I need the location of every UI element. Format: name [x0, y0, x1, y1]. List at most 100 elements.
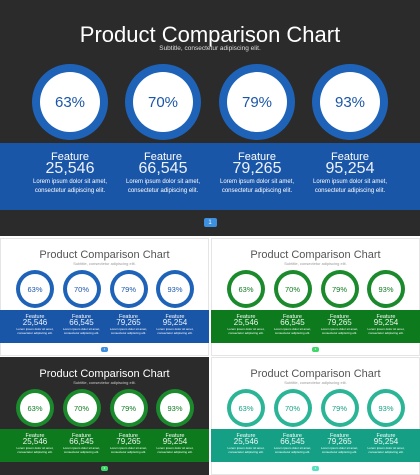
percentage-ring-inner: 93% — [371, 274, 401, 304]
feature-description: Lorem ipsum dolor sit amet, — [62, 327, 100, 331]
feature-value: 79,265 — [327, 318, 352, 327]
percentage-value: 70% — [73, 284, 89, 294]
feature-column: Feature 79,265 Lorem ipsum dolor sit amet,… — [315, 433, 365, 455]
feature-column: Feature 25,546 Lorem ipsum dolor sit amet,… — [221, 433, 271, 455]
feature-label: Feature — [144, 151, 182, 163]
percentage-ring-inner: 93% — [320, 72, 380, 132]
feature-value: 25,546 — [233, 318, 259, 327]
percentage-ring-inner: 63% — [231, 393, 261, 423]
feature-label: Feature — [331, 151, 369, 163]
feature-value: 79,265 — [232, 160, 282, 177]
feature-column: Feature 95,254 Lorem ipsum dolor sit amet,… — [150, 314, 200, 336]
feature-description: consectetur adipiscing elit. — [157, 450, 193, 455]
slide-light-blue[interactable]: Product Comparison Chart Subtitle, consec… — [0, 238, 209, 356]
page-indicator-button[interactable]: 1 — [101, 347, 108, 352]
feature-column: Feature 95,254 Lorem ipsum dolor sit amet,… — [361, 314, 411, 336]
feature-value: 66,545 — [69, 318, 94, 327]
feature-description: consectetur adipiscing elit. — [274, 450, 311, 455]
feature-value: 79,265 — [116, 318, 141, 327]
feature-value: 66,545 — [280, 437, 305, 446]
feature-description: consectetur adipiscing elit. — [127, 187, 199, 194]
page-indicator-button[interactable]: 1 — [101, 466, 108, 471]
feature-label: Feature — [283, 313, 302, 320]
percentage-value: 63% — [27, 403, 43, 413]
slide-subtitle: Subtitle, consectetur adipiscing elit. — [73, 260, 136, 266]
percentage-ring-inner: 93% — [160, 274, 190, 304]
feature-description: consectetur adipiscing elit. — [368, 331, 404, 336]
page-number: 1 — [103, 347, 106, 352]
feature-description: consectetur adipiscing elit. — [221, 187, 293, 194]
feature-band — [0, 143, 420, 210]
slide-title: Product Comparison Chart — [79, 22, 341, 47]
percentage-value: 93% — [167, 403, 183, 413]
percentage-ring-inner: 63% — [40, 72, 100, 132]
percentage-value: 79% — [120, 403, 136, 413]
feature-band — [211, 309, 420, 343]
page-indicator-button[interactable]: 1 — [312, 466, 319, 471]
percentage-ring: 63% — [227, 389, 265, 427]
feature-description: consectetur adipiscing elit. — [63, 331, 100, 336]
feature-value: 79,265 — [327, 437, 352, 446]
slide-light-green[interactable]: Product Comparison Chart Subtitle, consec… — [211, 238, 420, 356]
percentage-value: 63% — [238, 284, 254, 294]
feature-description: Lorem ipsum dolor sit amet, — [367, 327, 405, 331]
feature-description: Lorem ipsum dolor sit amet, — [16, 446, 54, 450]
percentage-ring: 79% — [109, 270, 148, 308]
page-number: 1 — [208, 219, 212, 226]
percentage-value: 70% — [73, 403, 89, 413]
percentage-ring: 70% — [273, 270, 312, 308]
page-indicator-button[interactable]: 1 — [203, 218, 217, 227]
feature-description: Lorem ipsum dolor sit amet, — [312, 179, 388, 185]
feature-label: Feature — [376, 313, 396, 320]
feature-value: 66,545 — [69, 437, 94, 446]
feature-value: 95,254 — [373, 437, 399, 446]
percentage-ring: 63% — [16, 270, 54, 308]
percentage-ring-inner: 70% — [66, 274, 97, 304]
feature-value: 25,546 — [45, 160, 95, 177]
feature-description: Lorem ipsum dolor sit amet, — [125, 179, 201, 185]
feature-value: 95,254 — [373, 318, 399, 327]
feature-band — [0, 309, 209, 343]
feature-label: Feature — [119, 313, 138, 320]
percentage-value: 70% — [284, 284, 300, 294]
feature-column: Feature 66,545 Lorem ipsum dolor sit amet,… — [268, 433, 318, 455]
percentage-ring: 79% — [219, 64, 295, 140]
slide-dark-green[interactable]: Product Comparison Chart Subtitle, consec… — [0, 357, 209, 475]
slide-main-dark-blue[interactable]: Product Comparison Chart Subtitle, consec… — [0, 0, 420, 236]
feature-description: consectetur adipiscing elit. — [321, 331, 358, 336]
feature-column: Feature 95,254 Lorem ipsum dolor sit amet,… — [150, 433, 200, 455]
percentage-ring-inner: 63% — [20, 393, 50, 423]
percentage-ring: 93% — [312, 64, 388, 140]
percentage-ring-inner: 79% — [324, 274, 355, 304]
feature-column: Feature 66,545 Lorem ipsum dolor sit amet,… — [113, 151, 213, 195]
slide-light-teal[interactable]: Product Comparison Chart Subtitle, consec… — [211, 357, 420, 475]
feature-description: Lorem ipsum dolor sit amet, — [156, 446, 194, 450]
feature-label: Feature — [72, 313, 91, 320]
feature-label: Feature — [238, 151, 276, 163]
percentage-ring-inner: 93% — [371, 393, 401, 423]
percentage-ring: 70% — [125, 64, 201, 140]
feature-column: Feature 66,545 Lorem ipsum dolor sit amet,… — [57, 314, 107, 336]
percentage-value: 70% — [147, 93, 179, 111]
percentage-ring-inner: 63% — [20, 274, 50, 304]
percentage-ring-inner: 70% — [133, 72, 193, 132]
percentage-ring: 63% — [16, 389, 54, 427]
percentage-value: 63% — [27, 284, 43, 294]
feature-column: Feature 79,265 Lorem ipsum dolor sit amet,… — [104, 314, 154, 336]
feature-description: Lorem ipsum dolor sit amet, — [109, 446, 147, 450]
feature-description: consectetur adipiscing elit. — [321, 450, 358, 455]
percentage-ring: 63% — [32, 64, 108, 140]
feature-value: 95,254 — [325, 160, 375, 177]
feature-description: Lorem ipsum dolor sit amet, — [219, 179, 295, 185]
feature-label: Feature — [51, 151, 89, 163]
feature-column: Feature 79,265 Lorem ipsum dolor sit amet,… — [207, 151, 307, 195]
feature-column: Feature 79,265 Lorem ipsum dolor sit amet,… — [104, 433, 154, 455]
page-indicator-button[interactable]: 1 — [312, 347, 319, 352]
feature-column: Feature 95,254 Lorem ipsum dolor sit amet,… — [361, 433, 411, 455]
percentage-ring-inner: 63% — [231, 274, 261, 304]
slide-title: Product Comparison Chart — [39, 249, 170, 261]
feature-label: Feature — [119, 432, 138, 439]
feature-label: Feature — [165, 432, 185, 439]
slide-subtitle: Subtitle, consectetur adipiscing elit. — [284, 260, 347, 266]
feature-description: Lorem ipsum dolor sit amet, — [227, 327, 265, 331]
